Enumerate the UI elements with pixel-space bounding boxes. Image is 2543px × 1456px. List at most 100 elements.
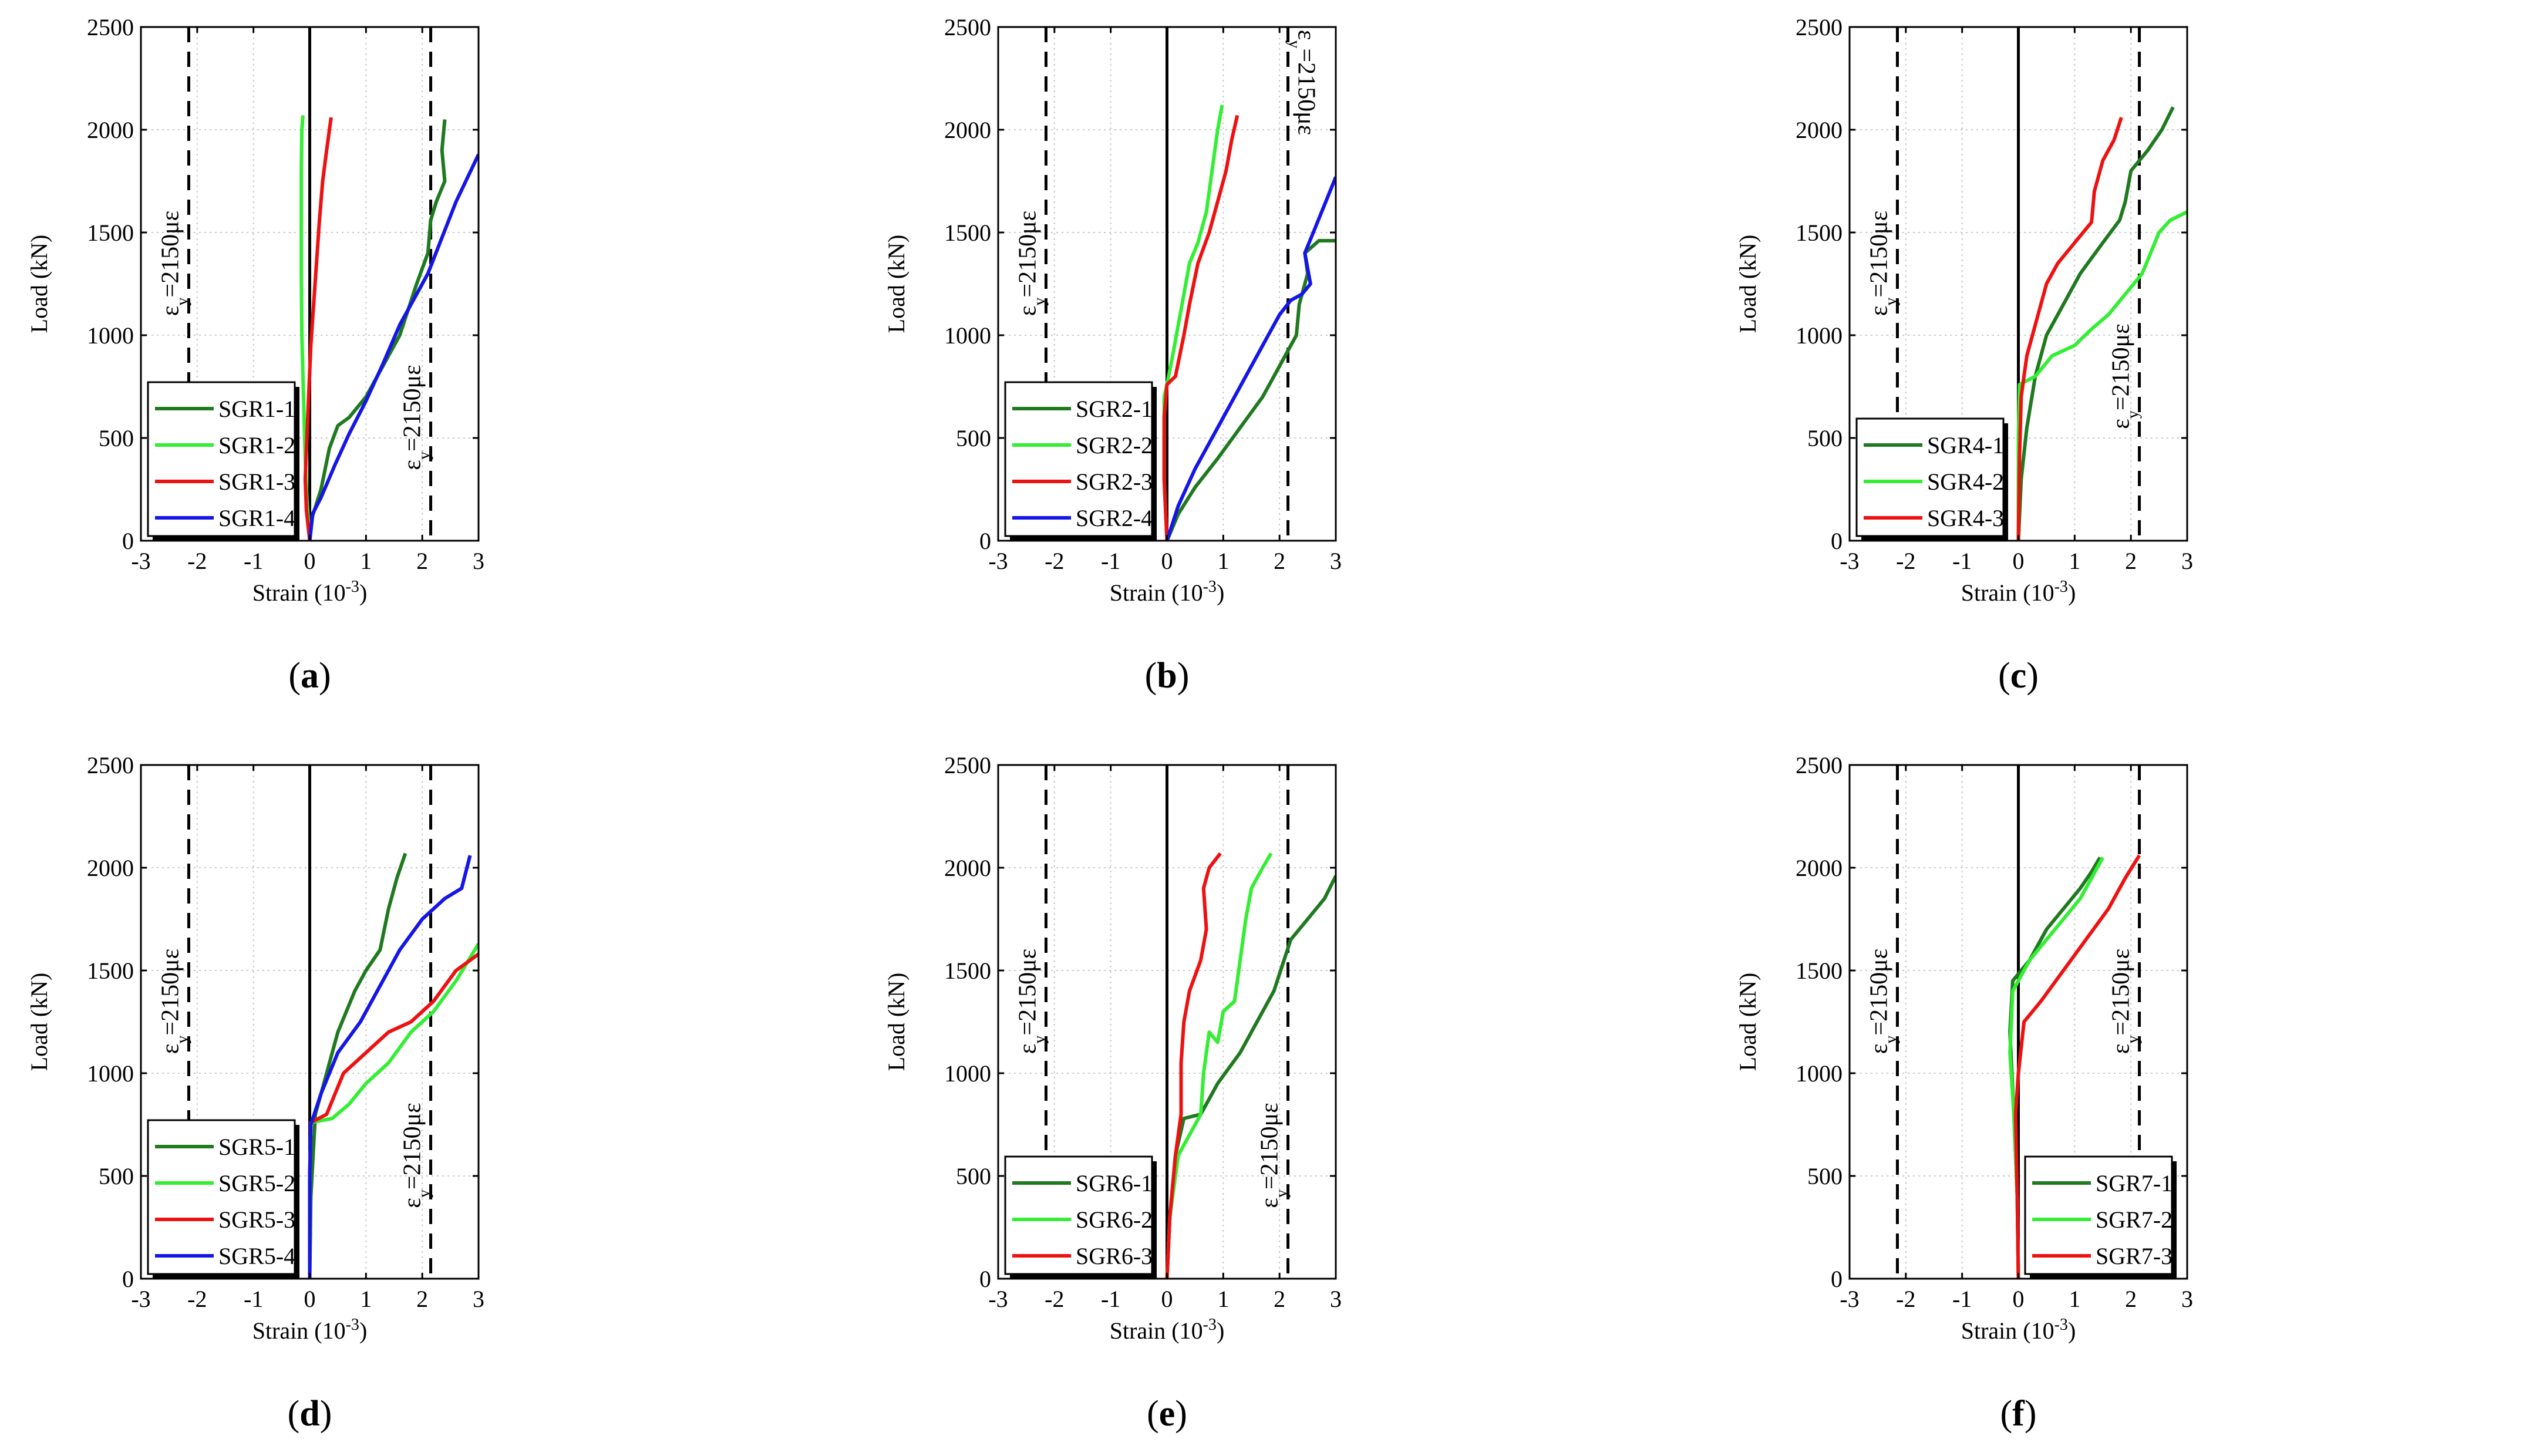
x-tick-label: 1 bbox=[2069, 548, 2080, 574]
x-tick-label: 3 bbox=[1330, 548, 1342, 574]
legend-label: SGR1-4 bbox=[218, 505, 295, 531]
y-tick-label: 1500 bbox=[1796, 220, 1843, 246]
legend-label: SGR6-1 bbox=[1076, 1170, 1153, 1197]
legend-label: SGR1-2 bbox=[218, 432, 295, 459]
x-tick-label: 2 bbox=[2125, 1286, 2137, 1312]
x-tick-label: 1 bbox=[1217, 548, 1229, 574]
series-line-sgr6-1 bbox=[1165, 875, 1336, 1279]
x-tick-label: 1 bbox=[360, 1286, 372, 1312]
chart-panel-b: -3 -2 -1 0 1 2 3 0 500 1000 1500 2000 2500 Strain (10… bbox=[883, 14, 1342, 696]
yield-strain-label: εy=2150με bbox=[1285, 30, 1320, 135]
x-tick-label: 2 bbox=[1274, 1286, 1285, 1312]
x-tick-label: -1 bbox=[1952, 548, 1972, 574]
x-tick-label: 0 bbox=[1161, 548, 1173, 574]
x-tick-label: -1 bbox=[1101, 548, 1120, 574]
yield-strain-label: εy=2150με bbox=[157, 211, 191, 316]
y-tick-label: 1000 bbox=[1796, 1060, 1843, 1087]
y-tick-label: 500 bbox=[956, 1163, 991, 1189]
legend-label: SGR5-4 bbox=[218, 1243, 295, 1269]
y-tick-label: 1500 bbox=[944, 958, 991, 984]
panel-caption: (f) bbox=[2000, 1394, 2037, 1434]
y-tick-label: 1500 bbox=[944, 220, 991, 246]
yield-strain-label: εy=2150με bbox=[1865, 949, 1900, 1054]
x-axis-label: Strain (10-3) bbox=[1961, 578, 2076, 606]
legend-label: SGR7-2 bbox=[2096, 1206, 2173, 1233]
y-tick-label: 500 bbox=[956, 425, 991, 451]
series-line-sgr5-4 bbox=[308, 855, 472, 1279]
x-axis-label: Strain (10-3) bbox=[1961, 1316, 2076, 1344]
series-line-sgr5-2 bbox=[308, 942, 479, 1279]
x-tick-label: -3 bbox=[988, 1286, 1008, 1312]
chart-panel-a: -3 -2 -1 0 1 2 3 0 500 1000 1500 2000 2500 Strain (10… bbox=[26, 14, 484, 696]
y-tick-label: 1000 bbox=[87, 1060, 134, 1087]
panel-caption: (e) bbox=[1147, 1394, 1187, 1434]
series-line-sgr1-3 bbox=[303, 117, 333, 541]
x-tick-label: 2 bbox=[2125, 548, 2137, 574]
series-line-sgr1-1 bbox=[308, 119, 447, 541]
legend-label: SGR2-4 bbox=[1076, 505, 1153, 531]
y-tick-label: 1000 bbox=[944, 322, 991, 349]
series-line-sgr6-3 bbox=[1165, 852, 1222, 1279]
x-tick-label: -3 bbox=[131, 1286, 150, 1312]
y-tick-label: 2500 bbox=[87, 14, 134, 41]
y-tick-label: 0 bbox=[1831, 528, 1843, 554]
y-tick-label: 0 bbox=[122, 1266, 134, 1292]
series-line-sgr2-3 bbox=[1162, 114, 1239, 541]
legend-label: SGR2-1 bbox=[1076, 396, 1153, 422]
legend-label: SGR4-2 bbox=[1927, 469, 2004, 495]
x-tick-label: 3 bbox=[1330, 1286, 1342, 1312]
legend: SGR5-1 SGR5-2 SGR5-3 SGR5-4 bbox=[147, 1119, 299, 1279]
series-line-sgr4-3 bbox=[2016, 117, 2123, 541]
panel-caption: (c) bbox=[1998, 656, 2039, 696]
legend-label: SGR7-1 bbox=[2096, 1170, 2173, 1197]
legend: SGR7-1 SGR7-2 SGR7-3 bbox=[2024, 1155, 2177, 1279]
y-tick-label: 2000 bbox=[87, 855, 134, 881]
y-axis-label: Load (kN) bbox=[26, 235, 52, 333]
x-tick-label: 0 bbox=[2013, 548, 2025, 574]
x-tick-label: 0 bbox=[304, 1286, 316, 1312]
chart-panel-f: -3 -2 -1 0 1 2 3 0 500 1000 1500 2000 2500 Strain (10… bbox=[1734, 752, 2193, 1434]
y-tick-label: 2500 bbox=[944, 14, 991, 41]
x-tick-label: 3 bbox=[2181, 1286, 2193, 1312]
x-tick-label: 3 bbox=[473, 548, 484, 574]
y-tick-label: 1000 bbox=[944, 1060, 991, 1087]
y-tick-label: 1000 bbox=[1796, 322, 1843, 349]
yield-strain-label: εy=2150με bbox=[399, 1103, 434, 1208]
y-tick-label: 2500 bbox=[944, 752, 991, 778]
y-tick-label: 2000 bbox=[87, 117, 134, 143]
y-tick-label: 1500 bbox=[87, 958, 134, 984]
x-tick-label: 0 bbox=[2013, 1286, 2025, 1312]
x-axis-label: Strain (10-3) bbox=[252, 578, 368, 606]
legend-label: SGR4-3 bbox=[1927, 505, 2004, 531]
legend: SGR6-1 SGR6-2 SGR6-3 bbox=[1004, 1155, 1157, 1279]
x-tick-label: -2 bbox=[1045, 548, 1064, 574]
x-tick-label: -1 bbox=[1952, 1286, 1972, 1312]
x-tick-label: 0 bbox=[304, 548, 316, 574]
x-tick-label: 1 bbox=[360, 548, 372, 574]
x-tick-label: -2 bbox=[1045, 1286, 1064, 1312]
chart-panel-e: -3 -2 -1 0 1 2 3 0 500 1000 1500 2000 2500 Strain (10… bbox=[883, 752, 1342, 1434]
series-line-sgr6-2 bbox=[1165, 852, 1273, 1279]
x-tick-label: -1 bbox=[1101, 1286, 1120, 1312]
y-tick-label: 2500 bbox=[1796, 752, 1843, 778]
panel-caption: (b) bbox=[1145, 656, 1190, 696]
x-tick-label: -3 bbox=[1840, 1286, 1859, 1312]
series-line-sgr5-1 bbox=[308, 852, 407, 1279]
x-tick-label: 1 bbox=[2069, 1286, 2080, 1312]
y-tick-label: 1500 bbox=[87, 220, 134, 246]
y-axis-label: Load (kN) bbox=[883, 973, 910, 1071]
yield-strain-label: εy=2150με bbox=[1865, 211, 1900, 316]
x-tick-label: 3 bbox=[2181, 548, 2193, 574]
x-axis-label: Strain (10-3) bbox=[1110, 578, 1225, 606]
series-line-sgr4-2 bbox=[2016, 210, 2187, 541]
y-tick-label: 500 bbox=[99, 425, 134, 451]
x-tick-label: 3 bbox=[473, 1286, 484, 1312]
panel-caption: (d) bbox=[288, 1394, 332, 1434]
x-tick-label: 2 bbox=[416, 548, 428, 574]
y-tick-label: 2000 bbox=[1796, 855, 1843, 881]
x-axis-label: Strain (10-3) bbox=[252, 1316, 368, 1344]
chart-panel-c: -3 -2 -1 0 1 2 3 0 500 1000 1500 2000 2500 Strain (10… bbox=[1734, 14, 2193, 696]
y-tick-label: 2000 bbox=[1796, 117, 1843, 143]
yield-strain-label: εy=2150με bbox=[2108, 323, 2143, 429]
